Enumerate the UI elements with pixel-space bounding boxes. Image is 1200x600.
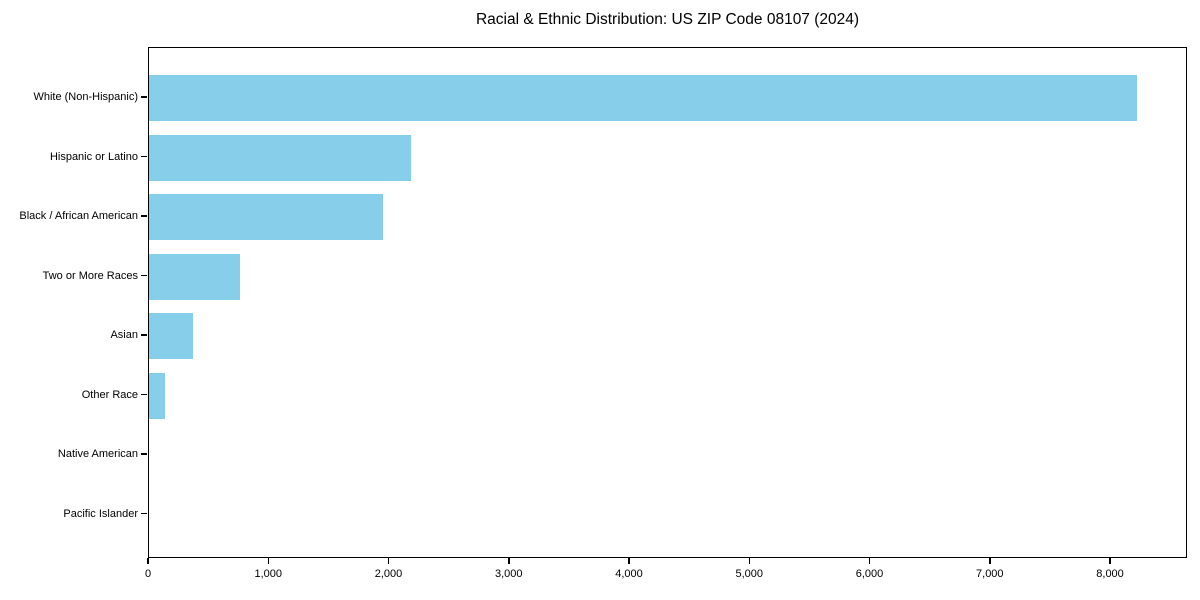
y-tick-mark	[141, 96, 147, 98]
x-tick-label: 1,000	[254, 568, 283, 580]
y-tick-mark	[141, 453, 147, 455]
x-tick-mark	[868, 558, 871, 564]
bar-asian	[149, 313, 193, 359]
y-tick-label: Two or More Races	[42, 269, 138, 282]
x-tick-mark	[748, 558, 751, 564]
y-tick-mark	[141, 215, 147, 217]
x-tick-label: 0	[144, 568, 152, 580]
x-tick-mark	[1109, 558, 1111, 564]
x-tick-label: 3,000	[494, 568, 523, 580]
chart-title: Racial & Ethnic Distribution: US ZIP Cod…	[475, 11, 860, 28]
x-tick-mark	[628, 558, 630, 564]
x-tick-mark	[267, 558, 269, 564]
x-tick-mark	[989, 558, 991, 564]
y-tick-mark	[141, 334, 147, 336]
y-tick-mark	[141, 155, 147, 158]
bar-white-non-hispanic	[149, 75, 1138, 121]
bar-two-or-more-races	[149, 253, 240, 300]
y-tick-label: Hispanic or Latino	[49, 150, 138, 163]
y-tick-mark	[141, 274, 147, 277]
y-tick-label: Pacific Islander	[63, 507, 138, 520]
bar-other-race	[149, 372, 165, 419]
y-tick-label: Other Race	[81, 388, 138, 401]
x-tick-label: 7,000	[976, 568, 1004, 580]
y-tick-mark	[141, 512, 147, 515]
x-tick-label: 5,000	[735, 568, 764, 580]
y-tick-label: Black / African American	[19, 210, 138, 222]
x-tick-label: 4,000	[615, 568, 643, 580]
x-tick-label: 6,000	[855, 568, 884, 580]
plot-area	[148, 47, 1187, 558]
y-tick-label: Native American	[57, 448, 138, 460]
x-tick-label: 8,000	[1096, 568, 1124, 580]
y-tick-label: White (Non-Hispanic)	[33, 91, 138, 103]
bar-black-african-american	[149, 194, 384, 240]
bar-hispanic-or-latino	[149, 134, 412, 181]
x-tick-mark	[508, 558, 510, 564]
y-tick-mark	[141, 393, 147, 396]
x-tick-label: 2,000	[374, 568, 403, 580]
x-tick-mark	[147, 558, 149, 564]
x-tick-mark	[387, 558, 390, 564]
y-tick-label: Asian	[110, 329, 138, 341]
